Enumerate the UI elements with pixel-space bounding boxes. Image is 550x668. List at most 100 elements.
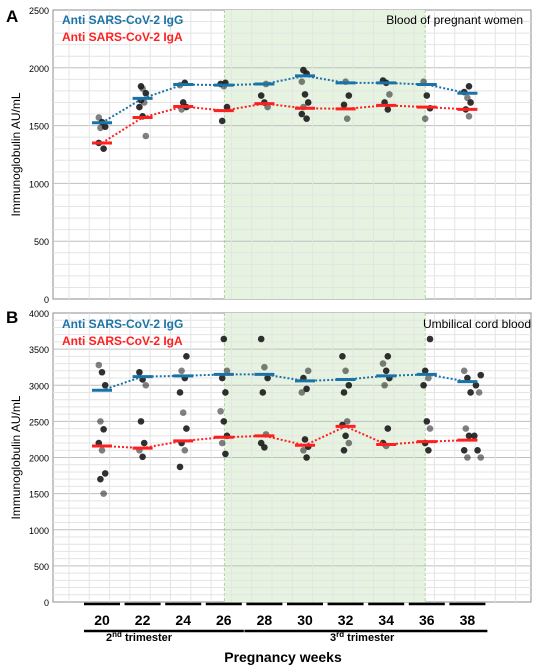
data-point <box>218 117 226 125</box>
data-point <box>343 115 351 122</box>
series-line-igg <box>101 74 468 124</box>
data-point <box>100 426 107 433</box>
panel-a-legend-igg: Anti SARS-CoV-2 IgG <box>62 13 183 27</box>
data-point <box>345 92 353 99</box>
data-point <box>340 389 348 396</box>
series-line-iga <box>101 425 468 450</box>
panel-b-series-lines <box>92 372 478 450</box>
data-point <box>303 385 310 393</box>
panel-a-letter: A <box>6 7 18 26</box>
data-point <box>298 110 306 118</box>
data-point <box>136 103 143 111</box>
data-point <box>220 335 228 343</box>
panel-b: B 0 500 1000 1500 2000 2500 3000 3500 4000 Immun… <box>6 308 532 608</box>
y-tick-label: 3500 <box>29 345 49 355</box>
data-point <box>98 446 106 454</box>
data-point <box>223 367 231 375</box>
data-point <box>379 360 387 367</box>
data-point <box>183 425 190 432</box>
data-point <box>179 409 187 417</box>
data-point <box>178 367 185 375</box>
data-point <box>137 418 145 425</box>
data-point <box>465 113 473 120</box>
series-line-igg <box>101 373 468 392</box>
data-point <box>342 367 349 375</box>
data-point <box>384 353 392 360</box>
data-point <box>425 446 432 454</box>
data-point <box>176 389 184 396</box>
data-point <box>257 335 265 343</box>
data-point <box>340 446 348 454</box>
panel-b-y-ticks: 0 500 1000 1500 2000 2500 3000 3500 4000 <box>29 309 49 608</box>
week-label-34: 34 <box>378 612 394 628</box>
series-line-iga <box>101 102 468 144</box>
y-tick-label: 1500 <box>29 122 49 132</box>
data-point <box>423 92 431 99</box>
data-point <box>218 374 226 382</box>
data-point <box>460 367 468 375</box>
week-label-36: 36 <box>419 612 435 628</box>
panel-a-legend-iga: Anti SARS-CoV-2 IgA <box>62 30 183 44</box>
y-tick-label: 0 <box>44 295 49 305</box>
data-point <box>420 381 427 389</box>
data-point <box>140 439 148 447</box>
week-label-22: 22 <box>135 612 151 628</box>
data-point <box>464 94 471 102</box>
data-point <box>98 368 106 376</box>
y-tick-label: 1000 <box>29 179 49 189</box>
data-point <box>340 101 348 109</box>
data-point <box>176 463 184 471</box>
data-point <box>464 454 471 461</box>
data-point <box>477 371 485 379</box>
panel-a-y-ticks: 0 500 1000 1500 2000 2500 <box>29 6 49 305</box>
data-point <box>140 99 148 106</box>
data-point <box>97 124 104 132</box>
week-label-30: 30 <box>297 612 313 628</box>
data-point <box>477 454 485 461</box>
data-point <box>467 389 474 396</box>
data-point <box>304 367 312 375</box>
data-point <box>303 454 310 461</box>
data-point <box>467 99 474 106</box>
y-tick-label: 500 <box>34 237 49 247</box>
data-point <box>137 82 145 90</box>
data-point <box>100 145 107 153</box>
data-point <box>471 432 478 440</box>
data-point <box>381 381 388 389</box>
y-tick-label: 2000 <box>29 454 49 464</box>
data-point <box>465 82 473 90</box>
data-point <box>426 425 434 432</box>
data-point <box>384 106 392 113</box>
week-label-38: 38 <box>460 612 476 628</box>
week-label-28: 28 <box>257 612 273 628</box>
data-point <box>259 389 267 396</box>
week-label-26: 26 <box>216 612 232 628</box>
third-trimester-label: 3rd trimester <box>330 630 395 644</box>
panel-a-shaded-region <box>224 10 426 299</box>
panel-b-title: Umbilical cord blood <box>423 317 531 331</box>
panel-b-grid <box>53 313 531 602</box>
panel-b-y-axis-label: Immunoglobulin AU/mL <box>9 395 23 519</box>
data-point <box>183 353 190 360</box>
data-point <box>464 374 471 382</box>
data-point <box>261 363 268 371</box>
y-tick-label: 2500 <box>29 417 49 427</box>
data-point <box>421 115 429 122</box>
panel-a: A 0 500 1000 1500 2000 2500 Immunoglobulin AU… <box>6 6 532 305</box>
data-point <box>382 367 390 375</box>
data-point <box>142 381 150 389</box>
data-point <box>342 432 349 440</box>
data-point <box>101 381 109 389</box>
data-point <box>264 103 271 111</box>
y-tick-label: 1000 <box>29 526 49 536</box>
y-tick-label: 4000 <box>29 309 49 319</box>
data-point <box>217 407 224 415</box>
data-point <box>472 381 480 389</box>
data-point <box>462 425 470 432</box>
data-point <box>142 89 150 97</box>
week-label-32: 32 <box>338 612 354 628</box>
y-tick-label: 3000 <box>29 381 49 391</box>
data-point <box>465 432 473 440</box>
data-point <box>300 446 307 454</box>
data-point <box>222 450 229 458</box>
